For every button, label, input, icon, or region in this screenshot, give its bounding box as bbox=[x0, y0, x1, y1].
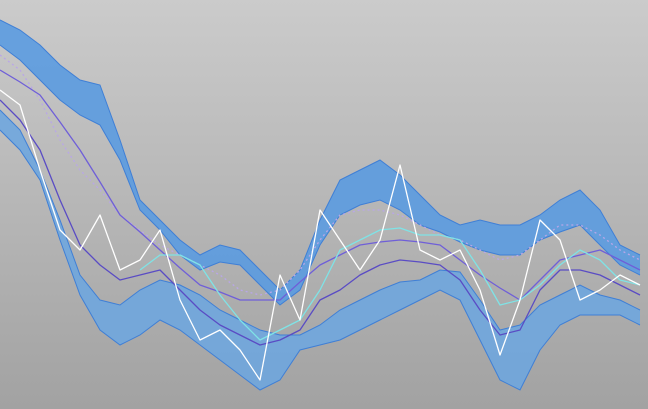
series-line bbox=[0, 99, 641, 346]
band-edge bbox=[0, 129, 641, 391]
band-area bbox=[0, 20, 640, 305]
band-edge bbox=[0, 109, 641, 336]
series-line bbox=[0, 89, 641, 381]
series-line bbox=[0, 69, 641, 301]
band-edge bbox=[0, 19, 641, 291]
series-line bbox=[139, 227, 641, 341]
